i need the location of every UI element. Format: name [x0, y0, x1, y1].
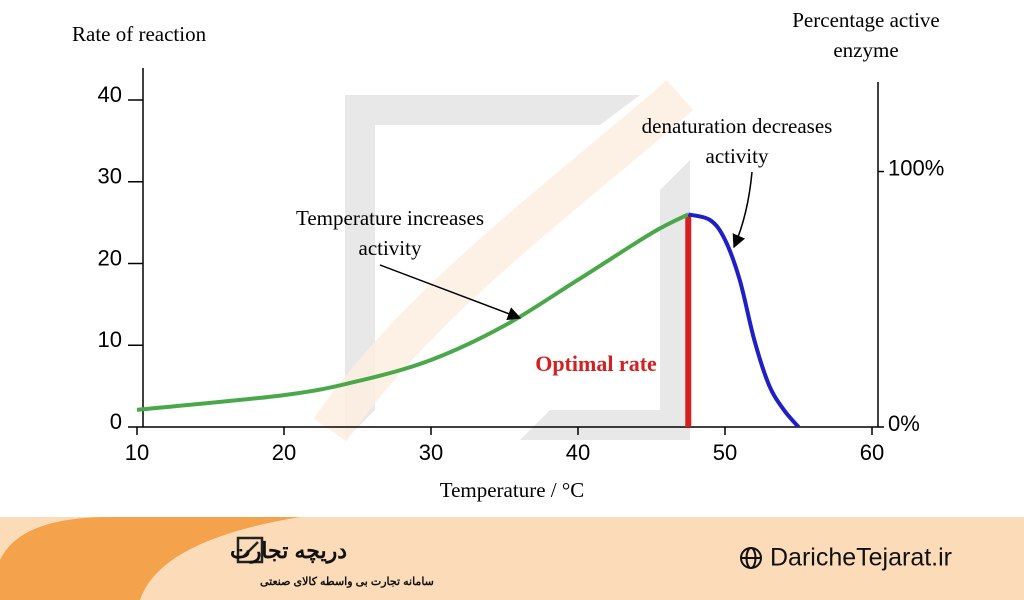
annotation: activity: [706, 144, 769, 168]
y-tick-label: 20: [98, 245, 122, 270]
footer-accent: [0, 517, 300, 600]
annotation-arrow: [379, 264, 522, 321]
x-tick-label: 10: [125, 440, 149, 465]
watermark: [313, 79, 694, 442]
y-tick-label: 10: [98, 327, 122, 352]
curve: [687, 212, 801, 429]
y2-axis-label: Percentage active: [792, 8, 940, 32]
x-tick-label: 40: [566, 440, 590, 465]
annotation: denaturation decreases: [642, 114, 833, 138]
annotation: activity: [359, 236, 422, 260]
y2-tick-label: 0%: [888, 411, 920, 436]
x-tick-label: 50: [713, 440, 737, 465]
y-axis-label: Rate of reaction: [72, 22, 207, 46]
brand: دریچه تجارت: [230, 538, 347, 564]
logo: [236, 536, 264, 564]
x-tick-label: 60: [860, 440, 884, 465]
globe-icon: [740, 547, 762, 569]
y-tick-label: 0: [110, 409, 122, 434]
y2-axis-label: enzyme: [833, 38, 898, 62]
x-axis-label: Temperature / °C: [440, 478, 585, 502]
annotation-arrow: [732, 171, 753, 249]
tagline: سامانه تجارت بی واسطه کالای صنعتی: [260, 576, 434, 588]
y2-tick-label: 100%: [888, 155, 944, 180]
x-tick-label: 30: [419, 440, 443, 465]
y-tick-label: 40: [98, 82, 122, 107]
x-tick-label: 20: [272, 440, 296, 465]
optimal-label: Optimal rate: [535, 351, 657, 376]
annotation: Temperature increases: [296, 206, 484, 230]
site-url: DaricheTejarat.ir: [770, 544, 952, 572]
curve: [136, 212, 690, 412]
y-tick-label: 30: [98, 164, 122, 189]
